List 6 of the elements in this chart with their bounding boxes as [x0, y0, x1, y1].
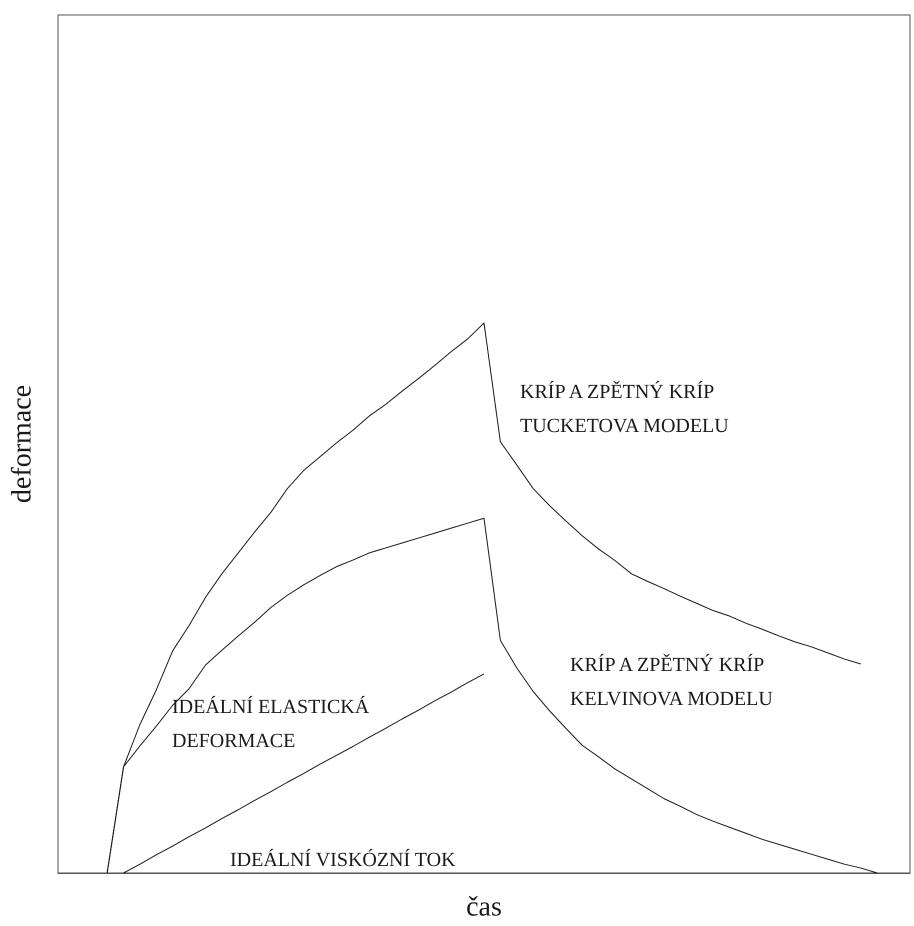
annotation: IDEÁLNÍ ELASTICKÁ DEFORMACE: [172, 695, 370, 752]
x-axis-title: čas: [466, 892, 502, 922]
annotation: KRÍP A ZPĚTNÝ KRÍP KELVINOVA MODELU: [570, 653, 774, 710]
annotation: IDEÁLNÍ VISKÓZNÍ TOK: [230, 848, 456, 871]
annotation: KRÍP A ZPĚTNÝ KRÍP TUCKETOVA MODELU: [520, 380, 730, 437]
y-axis-title: deformace: [6, 384, 38, 504]
